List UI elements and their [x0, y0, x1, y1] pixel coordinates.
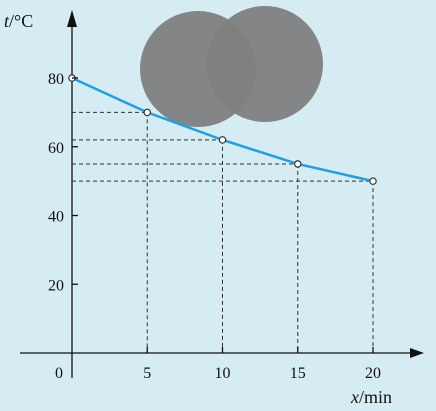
data-point-4: [369, 177, 377, 185]
guide-lines-layer: [72, 111, 374, 353]
data-point-1: [143, 108, 152, 117]
x-axis-unit: /min: [359, 387, 392, 407]
x-tick-label-5: 5: [143, 365, 151, 382]
y-tick-label-40: 40: [48, 209, 64, 226]
x-axis-variable: x: [350, 387, 359, 407]
watermark-l-logo: [207, 6, 323, 122]
y-tick-label-60: 60: [48, 140, 64, 157]
x-tick-label-20: 20: [365, 365, 381, 382]
x-axis-label: x/min: [350, 387, 392, 407]
x-tick-label-10: 10: [215, 365, 231, 382]
y-tick-label-20: 20: [48, 277, 64, 294]
y-axis-label: t/°C: [4, 11, 33, 31]
x-tick-label-0: 0: [55, 365, 63, 382]
y-axis-arrow: [67, 10, 77, 27]
watermark-layer: [140, 6, 323, 127]
data-point-2: [218, 136, 227, 144]
x-tick-label-15: 15: [290, 365, 306, 382]
data-point-3: [293, 160, 302, 168]
y-tick-label-80: 80: [48, 71, 64, 88]
x-axis-arrow: [410, 348, 424, 358]
y-axis-unit: /°C: [9, 11, 33, 31]
axis-labels-layer: t/°C x/min: [4, 11, 392, 407]
ticks-layer: 0 5 10 15 20 20 40 60 80: [48, 71, 381, 382]
y-axis-variable: t: [4, 11, 10, 31]
